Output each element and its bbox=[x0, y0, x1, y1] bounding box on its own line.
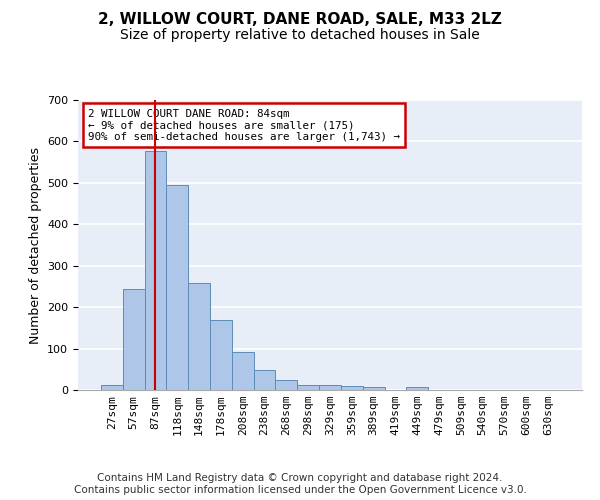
Text: Contains HM Land Registry data © Crown copyright and database right 2024.
Contai: Contains HM Land Registry data © Crown c… bbox=[74, 474, 526, 495]
Bar bbox=[188, 283, 210, 390]
Text: 2, WILLOW COURT, DANE ROAD, SALE, M33 2LZ: 2, WILLOW COURT, DANE ROAD, SALE, M33 2L… bbox=[98, 12, 502, 28]
Bar bbox=[341, 386, 363, 390]
Bar bbox=[275, 380, 297, 390]
Bar bbox=[101, 384, 123, 390]
Bar bbox=[363, 387, 385, 390]
Bar bbox=[232, 352, 254, 390]
Text: Size of property relative to detached houses in Sale: Size of property relative to detached ho… bbox=[120, 28, 480, 42]
Bar bbox=[254, 370, 275, 390]
Text: 2 WILLOW COURT DANE ROAD: 84sqm
← 9% of detached houses are smaller (175)
90% of: 2 WILLOW COURT DANE ROAD: 84sqm ← 9% of … bbox=[88, 108, 400, 142]
Bar bbox=[145, 150, 166, 390]
Bar bbox=[123, 290, 145, 390]
Bar bbox=[406, 387, 428, 390]
Bar bbox=[166, 184, 188, 390]
Y-axis label: Number of detached properties: Number of detached properties bbox=[29, 146, 41, 344]
Bar bbox=[210, 320, 232, 390]
Bar bbox=[319, 384, 341, 390]
Bar bbox=[297, 384, 319, 390]
